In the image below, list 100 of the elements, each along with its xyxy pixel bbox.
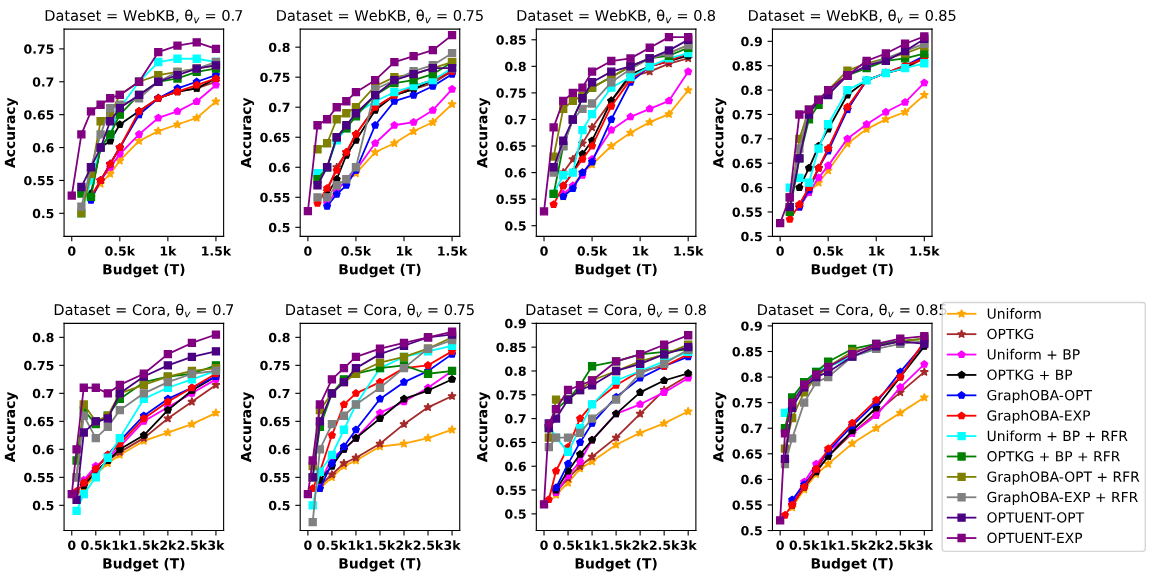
y-tick-label: 0.6: [741, 474, 763, 485]
x-tick-label: 0: [68, 540, 76, 550]
x-tick-label: 1.5k: [602, 540, 632, 550]
y-tick-label: 0.6: [741, 183, 763, 193]
y-tick-label: 0.75: [260, 72, 290, 83]
y-tick-label: 0.65: [260, 416, 290, 427]
y-tick-label: 0.8: [32, 332, 54, 343]
y-tick-label: 0.55: [732, 207, 762, 217]
y-tick-label: 0.65: [24, 416, 54, 427]
y-tick-label: 0.6: [32, 444, 54, 455]
legend-label: GraphOBA-EXP + RFR: [987, 491, 1138, 506]
x-tick-label: 0.5k: [789, 540, 820, 550]
y-tick-label: 0.5: [32, 208, 54, 219]
y-tick-label: 0.65: [260, 132, 290, 143]
x-tick-label: 1.5k: [202, 246, 232, 256]
y-tick-label: 0.5: [741, 526, 762, 536]
x-axis-title: Budget (T): [339, 557, 421, 572]
legend-label: GraphOBA-OPT + RFR: [987, 471, 1140, 485]
legend-label: GraphOBA-OPT: [987, 389, 1093, 404]
chart-title: Dataset = Cora, θ$_{v}$ = 0.85: [758, 303, 947, 318]
y-tick-label: 0.65: [732, 449, 762, 459]
y-tick-label: 0.55: [24, 175, 54, 186]
y-axis-title: Accuracy: [240, 97, 255, 168]
x-tick-label: 2k: [396, 540, 413, 550]
y-tick-label: 0.85: [496, 342, 526, 353]
x-tick-label: 0.5k: [553, 540, 584, 550]
x-tick-label: 2.5k: [177, 540, 208, 550]
y-tick-label: 0.65: [732, 158, 762, 169]
x-tick-label: 0.5k: [341, 246, 372, 256]
y-tick-label: 0.75: [260, 360, 290, 371]
x-tick-label: 1k: [633, 246, 649, 256]
y-tick-label: 0.8: [268, 332, 290, 343]
y-tick-label: 0.9: [505, 318, 526, 329]
x-axis-title: Budget (T): [811, 263, 893, 278]
y-tick-label: 0.75: [24, 44, 54, 54]
y-tick-label: 0.7: [505, 114, 526, 125]
x-tick-label: 0: [304, 540, 312, 550]
y-axis-title: Accuracy: [4, 97, 18, 168]
y-tick-label: 0.5: [268, 500, 290, 511]
chart-title: Dataset = WebKB, θ$_{v}$ = 0.85: [749, 9, 956, 24]
x-tick-label: 1k: [396, 246, 413, 256]
y-tick-label: 0.5: [505, 509, 526, 519]
x-tick-label: 0: [304, 246, 312, 256]
y-tick-label: 0.7: [32, 77, 54, 87]
y-tick-label: 0.75: [24, 360, 54, 371]
x-tick-label: 2.5k: [886, 540, 916, 550]
legend-label: Uniform + BP: [987, 348, 1080, 360]
x-tick-label: 0: [776, 246, 784, 256]
x-axis-title: Budget (T): [103, 263, 185, 278]
x-axis-title: Budget (T): [103, 557, 185, 572]
y-tick-label: 0.55: [496, 485, 526, 495]
legend-label: OPTKG: [987, 328, 1034, 340]
x-tick-label: 0.5k: [577, 246, 608, 256]
y-tick-label: 0.7: [741, 423, 762, 434]
y-tick-label: 0.55: [260, 192, 290, 203]
x-axis-title: Budget (T): [811, 557, 893, 572]
x-tick-label: 0.5k: [317, 540, 348, 550]
x-tick-label: 1k: [348, 540, 365, 550]
y-tick-label: 0.7: [268, 388, 290, 399]
x-tick-label: 0: [540, 540, 548, 550]
legend-label: OPTKG + BP + RFR: [987, 451, 1120, 462]
x-tick-label: 3k: [680, 540, 697, 550]
x-tick-label: 2.5k: [413, 540, 444, 550]
y-tick-label: 0.65: [496, 437, 526, 448]
x-tick-label: 1.5k: [910, 246, 940, 256]
y-tick-label: 0.55: [732, 500, 762, 510]
y-tick-label: 0.85: [496, 35, 526, 45]
y-tick-label: 0.6: [505, 168, 526, 178]
x-tick-label: 1.5k: [438, 246, 468, 256]
y-tick-label: 0.5: [505, 221, 526, 231]
y-tick-label: 0.65: [496, 141, 526, 151]
y-axis-title: Accuracy: [713, 97, 727, 168]
legend-label: OPTUENT-EXP: [987, 532, 1083, 544]
x-tick-label: 2k: [160, 540, 177, 550]
y-tick-label: 0.75: [732, 109, 762, 120]
y-tick-label: 0.9: [741, 36, 762, 47]
y-axis-title: Accuracy: [713, 391, 727, 463]
y-tick-label: 0.55: [260, 472, 290, 483]
x-tick-label: 1.5k: [130, 540, 160, 550]
x-axis-title: Budget (T): [575, 263, 657, 278]
x-tick-label: 3k: [916, 540, 934, 550]
y-tick-label: 0.6: [505, 461, 526, 472]
legend-label: OPTUENT-OPT: [987, 512, 1085, 523]
chart-title: Dataset = Cora, θ$_{v}$ = 0.8: [526, 303, 706, 318]
x-tick-label: 1.5k: [838, 540, 868, 550]
chart-title: Dataset = Cora, θ$_{v}$ = 0.7: [54, 303, 234, 318]
x-tick-label: 2.5k: [649, 540, 680, 550]
y-tick-label: 0.8: [505, 61, 526, 72]
y-tick-label: 0.6: [32, 143, 54, 153]
x-tick-label: 2k: [632, 540, 649, 550]
y-tick-label: 0.55: [496, 194, 526, 205]
y-tick-label: 0.6: [268, 162, 290, 173]
chart-title: Dataset = WebKB, θ$_{v}$ = 0.8: [517, 9, 716, 24]
x-tick-label: 1.5k: [366, 540, 396, 550]
chart-title: Dataset = WebKB, θ$_{v}$ = 0.7: [45, 9, 243, 24]
x-axis-title: Budget (T): [339, 263, 421, 278]
x-tick-label: 0: [540, 246, 548, 256]
x-tick-label: 0.5k: [81, 540, 112, 550]
x-tick-label: 0.5k: [105, 246, 136, 256]
y-tick-label: 0.5: [32, 500, 54, 511]
